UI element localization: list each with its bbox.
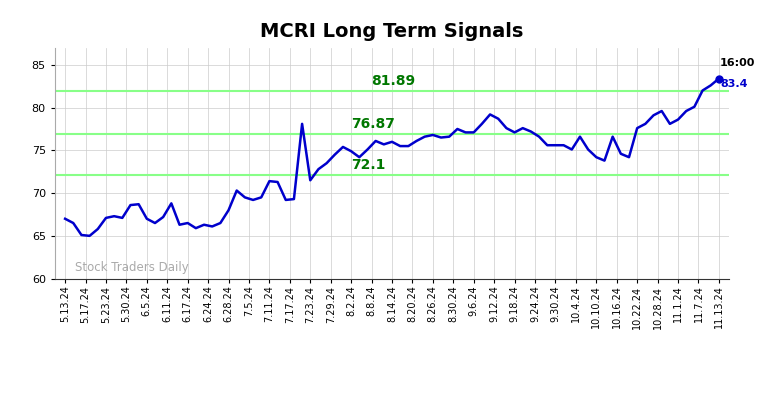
Text: 83.4: 83.4 [720, 79, 747, 90]
Text: Stock Traders Daily: Stock Traders Daily [75, 261, 189, 274]
Text: 72.1: 72.1 [351, 158, 386, 172]
Text: 16:00: 16:00 [720, 58, 755, 68]
Title: MCRI Long Term Signals: MCRI Long Term Signals [260, 21, 524, 41]
Text: 81.89: 81.89 [372, 74, 416, 88]
Text: 76.87: 76.87 [351, 117, 395, 131]
